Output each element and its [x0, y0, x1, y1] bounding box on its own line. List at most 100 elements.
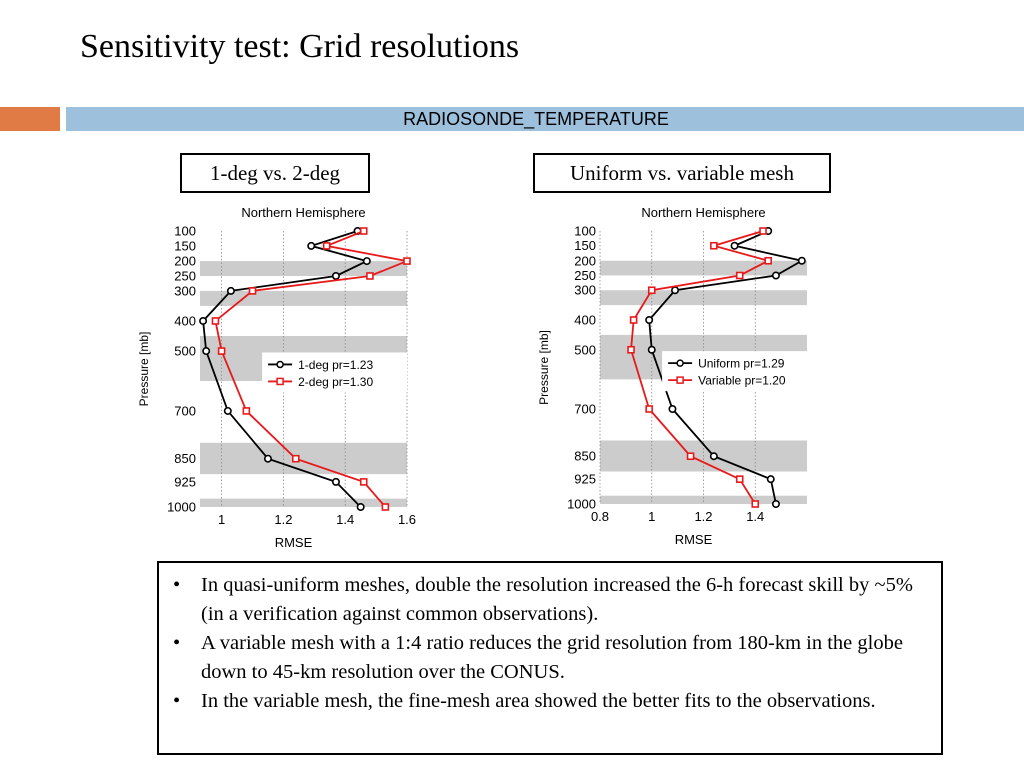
y-tick-label: 850: [574, 449, 596, 464]
data-point: [202, 347, 211, 356]
data-point: [331, 271, 340, 280]
grey-band: [200, 498, 407, 507]
data-point: [668, 404, 677, 413]
caption-right: Uniform vs. variable mesh: [533, 153, 831, 193]
x-tick-label: 1.2: [274, 512, 292, 527]
data-point: [199, 316, 208, 325]
y-tick-label: 500: [574, 342, 596, 357]
bullet-box: • In quasi-uniform meshes, double the res…: [157, 561, 943, 755]
data-point: [359, 478, 368, 486]
data-point: [730, 241, 739, 250]
y-tick-label: 500: [174, 344, 196, 359]
data-point: [359, 227, 368, 235]
legend-box: [662, 351, 807, 392]
data-point: [771, 499, 780, 508]
y-tick-label: 400: [174, 313, 196, 328]
x-tick-label: 0.8: [591, 509, 609, 524]
chart-title: Northern Hemisphere: [641, 205, 765, 220]
chart-title: Northern Hemisphere: [241, 205, 365, 220]
data-point: [362, 257, 371, 266]
data-point: [759, 227, 767, 235]
data-point: [771, 271, 780, 280]
y-tick-label: 1000: [167, 500, 196, 515]
y-tick-label: 700: [174, 403, 196, 418]
bullet-text: A variable mesh with a 1:4 ratio reduces…: [201, 632, 903, 683]
data-point: [645, 405, 653, 413]
data-point: [291, 454, 300, 463]
data-point: [647, 286, 656, 295]
bullet-symbol: •: [173, 690, 181, 712]
x-tick-label: 1.2: [694, 509, 712, 524]
data-point: [647, 345, 656, 354]
data-point: [686, 452, 695, 461]
y-tick-label: 300: [574, 283, 596, 298]
grey-band: [600, 495, 807, 504]
data-point: [263, 454, 272, 463]
bullet-text: In quasi-uniform meshes, double the reso…: [201, 574, 913, 625]
data-point: [764, 256, 772, 265]
data-point: [331, 477, 340, 486]
data-point: [223, 406, 232, 415]
slide-title: Sensitivity test: Grid resolutions: [80, 28, 520, 65]
legend-label: Variable pr=1.20: [698, 374, 786, 388]
caption-left: 1-deg vs. 2-deg: [180, 153, 370, 193]
data-point: [797, 256, 806, 265]
y-tick-label: 925: [174, 474, 196, 489]
data-point: [627, 345, 635, 354]
data-point: [322, 242, 331, 250]
y-tick-label: 150: [574, 238, 596, 253]
data-point: [629, 316, 638, 324]
accent-bar: [0, 107, 60, 131]
legend-label: 2-deg pr=1.30: [298, 375, 373, 389]
y-tick-label: 850: [174, 451, 196, 466]
legend-marker: [676, 359, 684, 367]
y-tick-label: 1000: [567, 497, 596, 512]
y-tick-label: 100: [574, 224, 596, 239]
data-point: [366, 272, 374, 280]
data-point: [735, 271, 744, 280]
data-point: [248, 287, 257, 295]
data-point: [217, 347, 226, 355]
data-point: [671, 286, 680, 295]
data-point: [307, 241, 316, 250]
data-point: [242, 407, 251, 415]
x-axis-label: RMSE: [675, 532, 713, 547]
legend-label: Uniform pr=1.29: [698, 357, 785, 371]
bullet-symbol: •: [173, 632, 181, 654]
data-point: [710, 241, 718, 250]
bullet-item: • In quasi-uniform meshes, double the res…: [167, 571, 929, 629]
bullet-symbol: •: [173, 574, 181, 596]
y-tick-label: 250: [574, 268, 596, 283]
subtitle-text: RADIOSONDE_TEMPERATURE: [403, 109, 669, 129]
legend-box: [262, 352, 407, 393]
legend-marker: [676, 376, 684, 384]
data-point: [645, 315, 654, 324]
x-tick-label: 1.4: [336, 512, 354, 527]
data-point: [403, 257, 411, 265]
data-point: [766, 475, 775, 484]
x-tick-label: 1.4: [746, 509, 764, 524]
legend-label: 1-deg pr=1.23: [298, 358, 373, 372]
data-point: [226, 286, 235, 295]
y-tick-label: 400: [574, 312, 596, 327]
y-tick-label: 925: [574, 472, 596, 487]
data-point: [709, 452, 718, 461]
y-tick-label: 700: [574, 401, 596, 416]
bullet-text: In the variable mesh, the fine-mesh area…: [201, 690, 876, 712]
y-tick-label: 200: [574, 253, 596, 268]
y-tick-label: 250: [174, 268, 196, 283]
bullet-item: • In the variable mesh, the fine-mesh are…: [167, 687, 929, 716]
y-tick-label: 150: [174, 238, 196, 253]
x-axis-label: RMSE: [275, 535, 313, 550]
x-tick-label: 1: [648, 509, 655, 524]
legend-marker: [276, 360, 284, 369]
grey-band: [200, 442, 407, 475]
x-tick-label: 1.6: [398, 512, 416, 527]
grey-band: [600, 260, 807, 276]
y-tick-label: 200: [174, 254, 196, 269]
grey-band: [200, 261, 407, 276]
data-point: [356, 502, 365, 511]
y-tick-label: 100: [174, 224, 196, 239]
